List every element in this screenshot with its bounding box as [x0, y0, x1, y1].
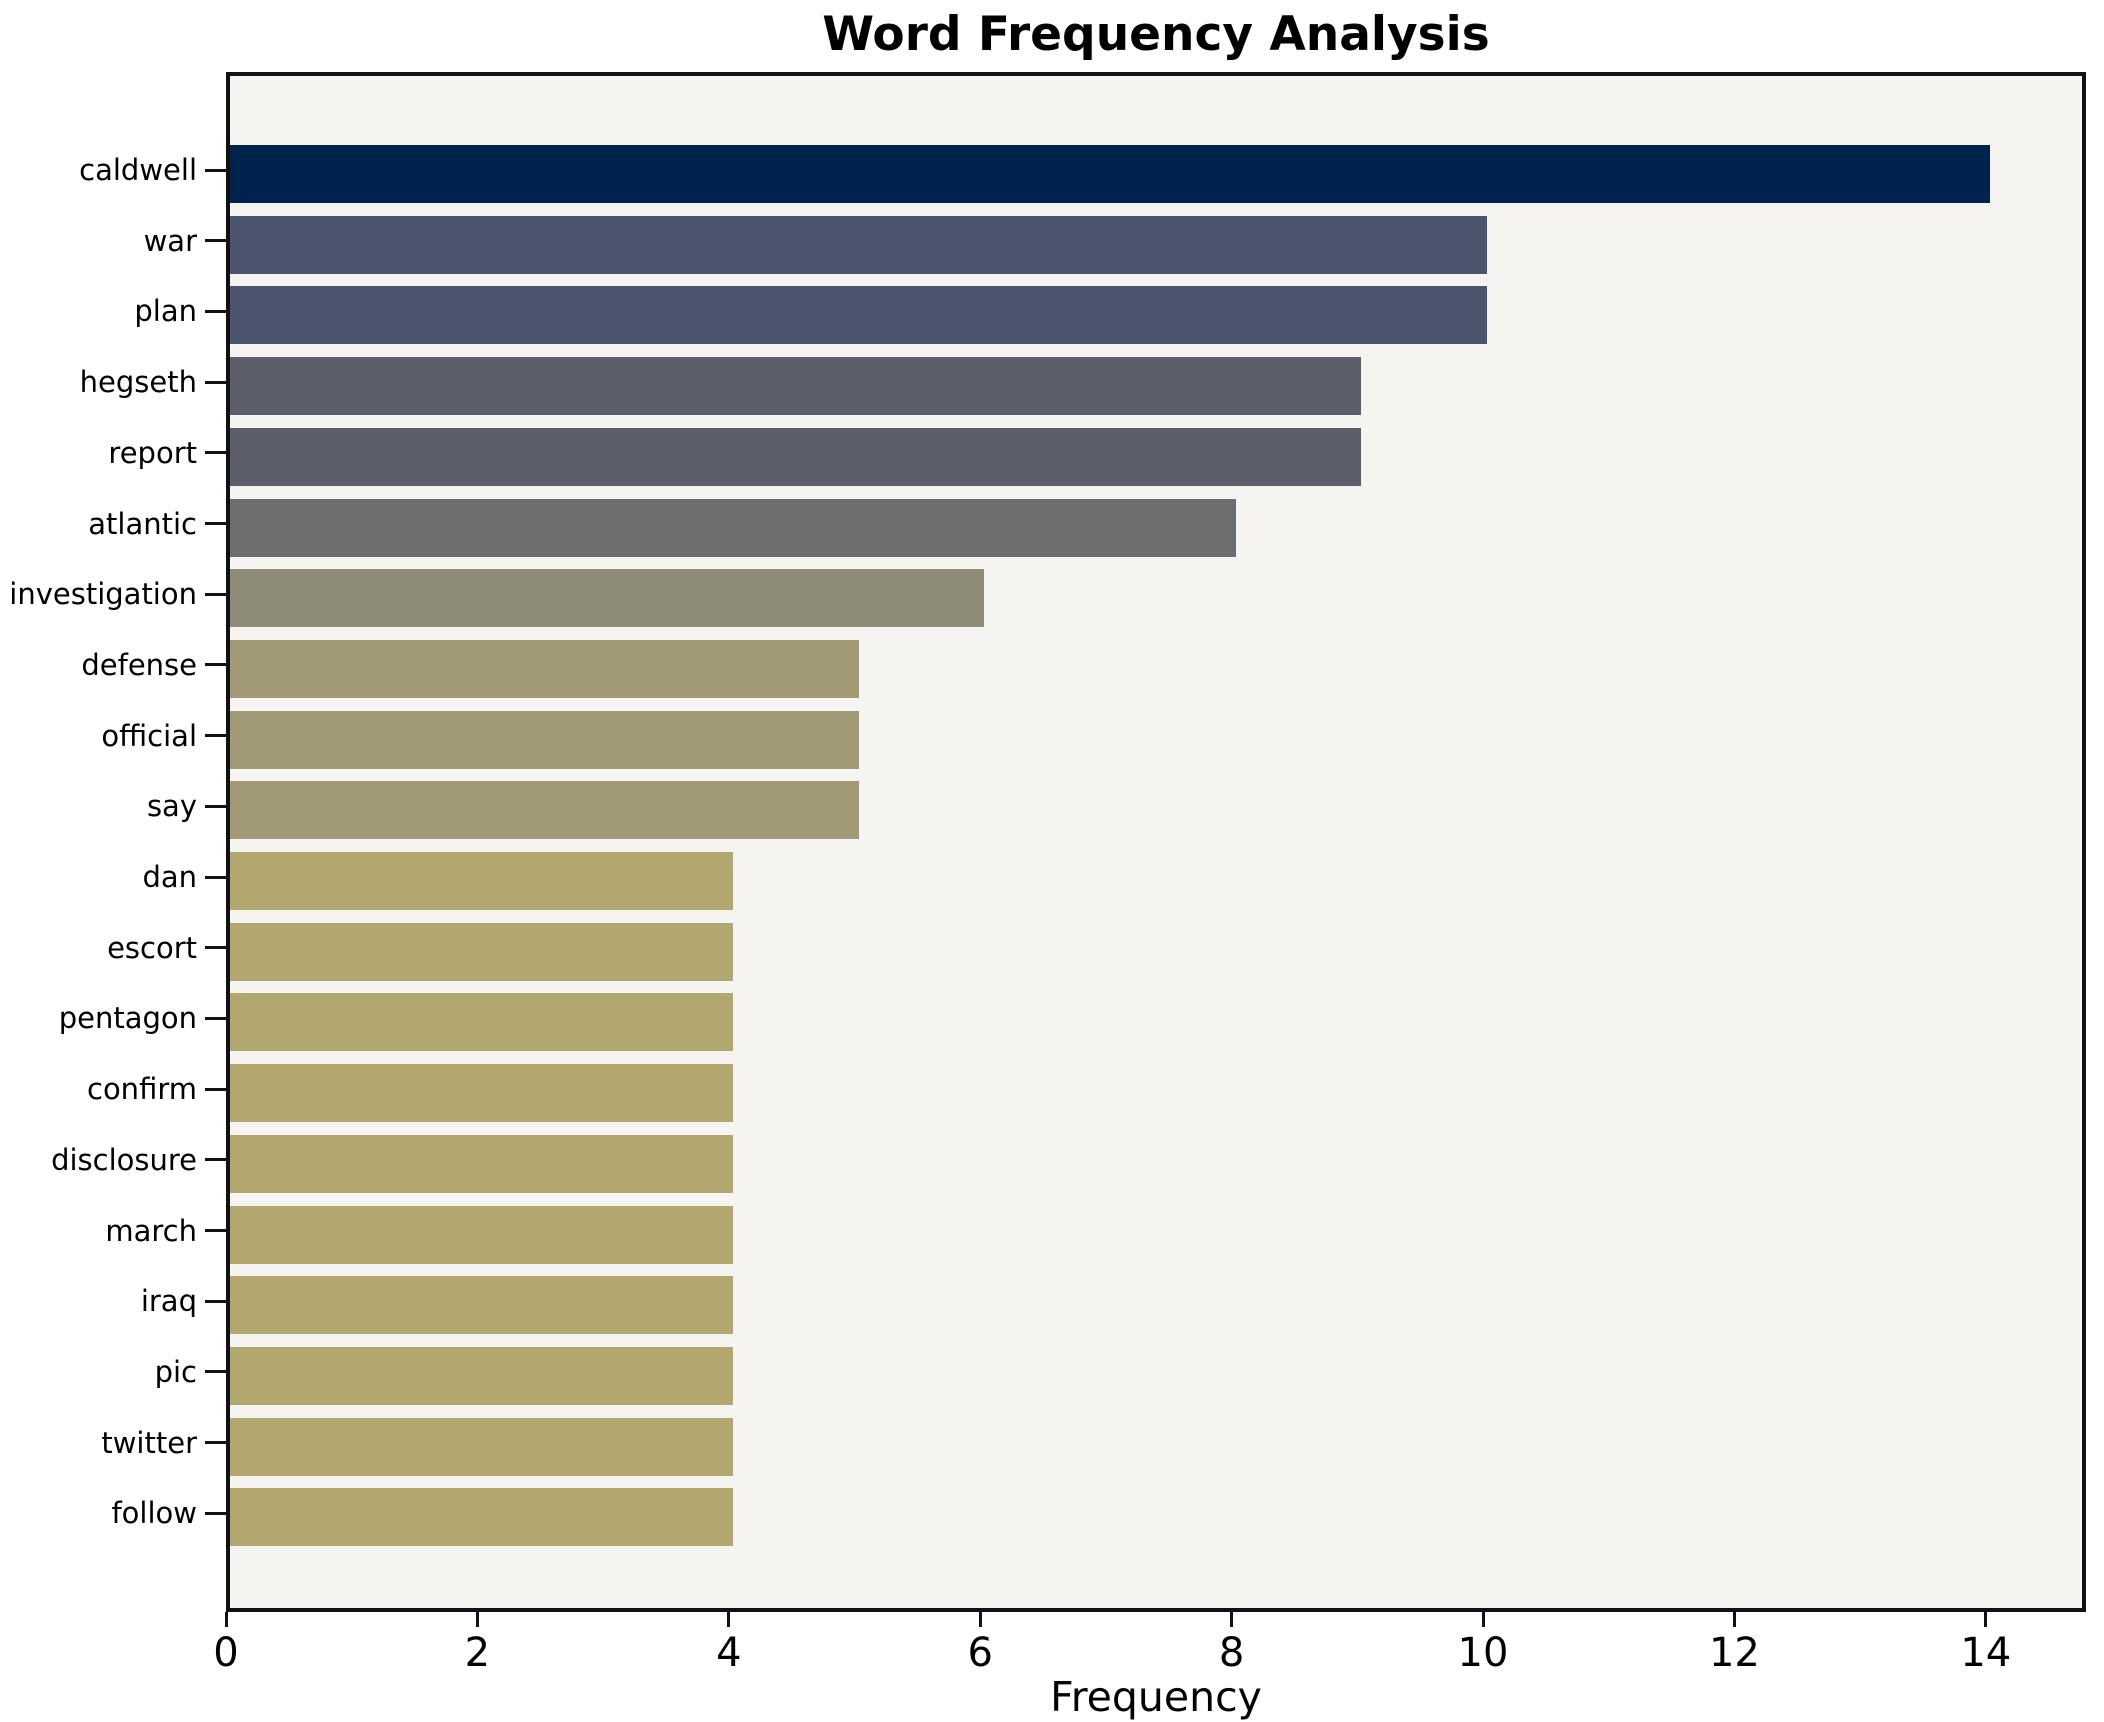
x-tick-mark [1984, 1612, 1988, 1627]
bar-investigation [230, 569, 985, 628]
y-tick-label-follow: follow [111, 1496, 197, 1531]
x-tick-label-14: 14 [1960, 1630, 2012, 1676]
y-tick-label-twitter: twitter [101, 1425, 197, 1460]
y-tick-label-official: official [101, 718, 197, 753]
x-tick-label-0: 0 [213, 1630, 239, 1676]
bar-pentagon [230, 993, 733, 1052]
y-tick-mark [205, 1299, 226, 1303]
y-tick-mark [205, 875, 226, 879]
bar-atlantic [230, 498, 1236, 557]
x-tick-label-6: 6 [967, 1630, 993, 1676]
y-tick-label-atlantic: atlantic [88, 506, 197, 541]
x-tick-mark [224, 1612, 228, 1627]
y-tick-mark [205, 1087, 226, 1091]
y-tick-mark [205, 1370, 226, 1374]
y-tick-mark [205, 451, 226, 455]
bar-twitter [230, 1417, 733, 1476]
y-tick-mark [205, 1511, 226, 1515]
y-tick-mark [205, 1016, 226, 1020]
y-tick-mark [205, 380, 226, 384]
bar-confirm [230, 1064, 733, 1123]
bar-march [230, 1205, 733, 1264]
y-tick-label-hegseth: hegseth [79, 365, 197, 400]
y-tick-label-disclosure: disclosure [51, 1142, 197, 1177]
x-tick-mark [1481, 1612, 1485, 1627]
y-tick-mark [205, 239, 226, 243]
y-tick-label-march: march [105, 1213, 197, 1248]
y-tick-label-escort: escort [107, 930, 197, 965]
bar-official [230, 710, 859, 769]
x-tick-label-4: 4 [716, 1630, 742, 1676]
y-tick-mark [205, 1441, 226, 1445]
y-tick-label-caldwell: caldwell [79, 153, 197, 187]
x-tick-label-10: 10 [1457, 1630, 1509, 1676]
bar-pic [230, 1346, 733, 1405]
plot-area [226, 72, 2086, 1612]
y-tick-label-investigation: investigation [9, 577, 197, 612]
y-tick-label-plan: plan [134, 294, 197, 329]
y-tick-mark [205, 946, 226, 950]
bar-disclosure [230, 1134, 733, 1193]
y-tick-label-dan: dan [142, 860, 197, 894]
x-tick-mark [1732, 1612, 1736, 1627]
y-tick-label-defense: defense [81, 647, 197, 682]
y-tick-label-pic: pic [154, 1354, 197, 1389]
bar-dan [230, 852, 733, 910]
y-tick-mark [205, 1229, 226, 1232]
y-tick-mark [205, 1158, 226, 1162]
x-tick-mark [727, 1612, 731, 1627]
bar-report [230, 427, 1362, 486]
x-tick-mark [475, 1612, 479, 1627]
bar-escort [230, 922, 733, 981]
bar-war [230, 215, 1487, 274]
y-tick-label-report: report [108, 435, 197, 470]
bar-defense [230, 639, 859, 698]
bar-caldwell [230, 145, 1990, 203]
y-tick-mark [205, 592, 226, 596]
x-tick-mark [978, 1612, 982, 1627]
chart-title: Word Frequency Analysis [822, 7, 1490, 62]
y-tick-mark [205, 804, 226, 808]
y-tick-label-pentagon: pentagon [58, 1001, 197, 1036]
y-tick-mark [205, 522, 226, 525]
y-tick-label-say: say [146, 789, 197, 824]
y-tick-label-iraq: iraq [140, 1284, 197, 1319]
bar-say [230, 781, 859, 840]
y-tick-label-war: war [143, 223, 197, 258]
bar-plan [230, 286, 1487, 345]
y-tick-mark [205, 663, 226, 667]
y-tick-mark [205, 734, 226, 738]
x-tick-mark [1230, 1612, 1234, 1627]
y-tick-mark [205, 309, 226, 313]
y-tick-mark [205, 168, 226, 172]
bar-follow [230, 1488, 733, 1547]
x-tick-label-8: 8 [1218, 1630, 1245, 1676]
bar-iraq [230, 1276, 733, 1335]
bar-hegseth [230, 357, 1362, 416]
y-tick-label-confirm: confirm [87, 1072, 197, 1107]
x-axis-label: Frequency [1050, 1673, 1262, 1721]
x-tick-label-12: 12 [1708, 1630, 1760, 1676]
x-tick-label-2: 2 [464, 1630, 491, 1676]
